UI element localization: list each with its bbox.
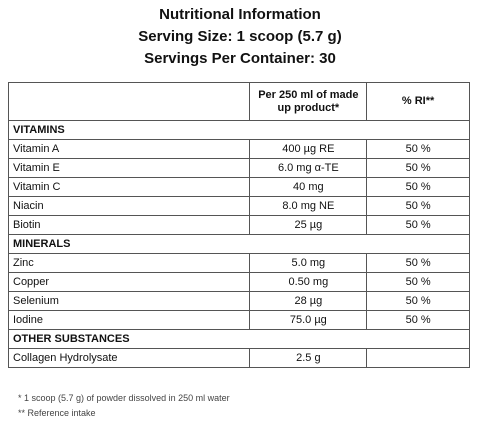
section-heading: MINERALS <box>8 234 470 254</box>
data-row: Copper 0.50 mg 50 % <box>7 272 470 292</box>
data-row: Collagen Hydrolysate 2.5 g <box>7 348 470 368</box>
data-row: Vitamin C 40 mg 50 % <box>7 177 470 197</box>
cell <box>366 348 470 368</box>
cell: 2.5 g <box>249 348 368 368</box>
footnote: ** Reference intake <box>18 408 96 418</box>
cell: 50 % <box>366 196 470 216</box>
cell: Vitamin E <box>7 158 251 178</box>
serving-size: Serving Size: 1 scoop (5.7 g) <box>138 28 342 45</box>
header-row: Per 250 ml of made up product* % RI** <box>7 82 470 121</box>
cell: 75.0 µg <box>249 310 368 330</box>
data-row: Niacin 8.0 mg NE 50 % <box>7 196 470 216</box>
cell: 400 µg RE <box>249 139 368 159</box>
cell: Vitamin A <box>7 139 251 159</box>
footnotes: * 1 scoop (5.7 g) of powder dissolved in… <box>18 391 230 421</box>
header-cell <box>7 82 251 121</box>
cell: 40 mg <box>249 177 368 197</box>
cell: 8.0 mg NE <box>249 196 368 216</box>
cell: Selenium <box>7 291 251 311</box>
cell: 6.0 mg α-TE <box>249 158 368 178</box>
cell: 50 % <box>366 177 470 197</box>
cell: 50 % <box>366 253 470 273</box>
cell: Zinc <box>7 253 251 273</box>
cell: Biotin <box>7 215 251 235</box>
cell: Vitamin C <box>7 177 251 197</box>
cell: 50 % <box>366 310 470 330</box>
header-cell: Per 250 ml of made up product* <box>249 82 368 121</box>
section-heading: OTHER SUBSTANCES <box>8 329 470 349</box>
cell: Iodine <box>7 310 251 330</box>
cell: 0.50 mg <box>249 272 368 292</box>
section-row: VITAMINS <box>8 120 470 140</box>
section-row: MINERALS <box>8 234 470 254</box>
cell: 50 % <box>366 215 470 235</box>
data-row: Iodine 75.0 µg 50 % <box>7 310 470 330</box>
footnote: * 1 scoop (5.7 g) of powder dissolved in… <box>18 393 230 403</box>
data-row: Selenium 28 µg 50 % <box>7 291 470 311</box>
cell: Niacin <box>7 196 251 216</box>
cell: 50 % <box>366 291 470 311</box>
data-row: Vitamin E 6.0 mg α-TE 50 % <box>7 158 470 178</box>
servings-per-container: Servings Per Container: 30 <box>144 50 336 67</box>
header: Nutritional Information Serving Size: 1 … <box>0 4 480 70</box>
cell: 5.0 mg <box>249 253 368 273</box>
data-row: Zinc 5.0 mg 50 % <box>7 253 470 273</box>
section-heading: VITAMINS <box>8 120 470 140</box>
cell: 25 µg <box>249 215 368 235</box>
cell: Copper <box>7 272 251 292</box>
section-row: OTHER SUBSTANCES <box>8 329 470 349</box>
cell: Collagen Hydrolysate <box>7 348 251 368</box>
data-row: Biotin 25 µg 50 % <box>7 215 470 235</box>
cell: 50 % <box>366 272 470 292</box>
cell: 28 µg <box>249 291 368 311</box>
header-cell: % RI** <box>366 82 470 121</box>
cell: 50 % <box>366 139 470 159</box>
title: Nutritional Information <box>159 6 321 23</box>
data-row: Vitamin A 400 µg RE 50 % <box>7 139 470 159</box>
nutrition-table: Per 250 ml of made up product* % RI** VI… <box>7 82 470 368</box>
cell: 50 % <box>366 158 470 178</box>
